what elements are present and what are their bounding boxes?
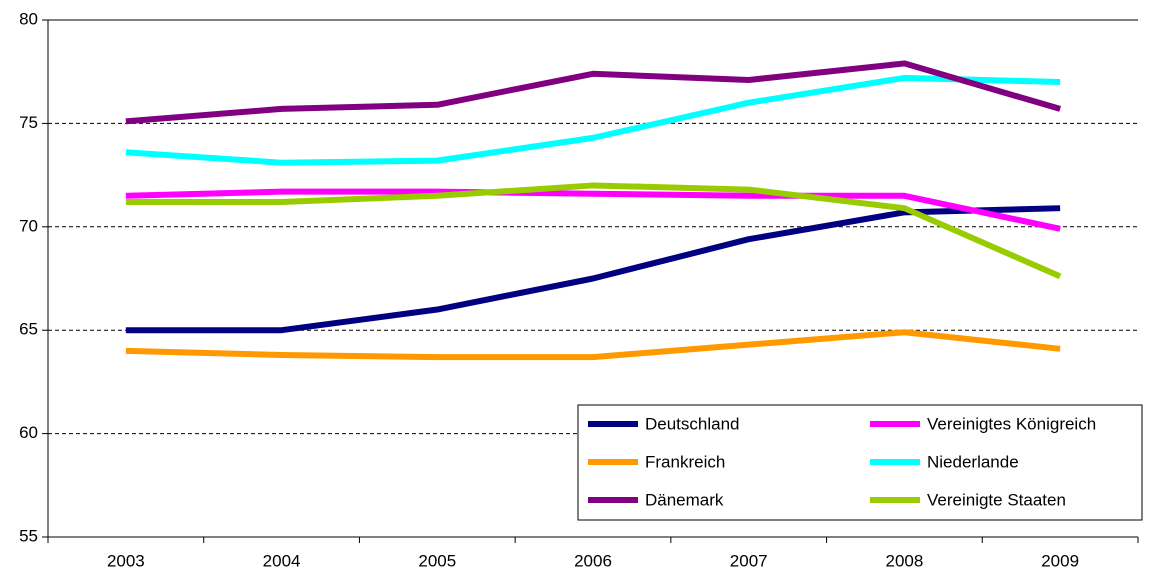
series-line <box>125 205 1061 334</box>
legend-label: Vereinigte Staaten <box>927 490 1066 509</box>
x-tick-label: 2009 <box>1041 551 1079 570</box>
legend-label: Deutschland <box>645 414 740 433</box>
legend-label: Niederlande <box>927 452 1019 471</box>
y-tick-label: 75 <box>19 113 38 132</box>
series-line <box>125 329 1061 361</box>
y-tick-label: 65 <box>19 320 38 339</box>
series-line <box>125 74 1061 166</box>
x-tick-label: 2006 <box>574 551 612 570</box>
series-line <box>125 60 1061 125</box>
x-tick-label: 2008 <box>886 551 924 570</box>
x-tick-label: 2004 <box>263 551 301 570</box>
legend-box <box>577 404 1143 521</box>
y-tick-label: 70 <box>19 216 38 235</box>
x-tick-label: 2007 <box>730 551 768 570</box>
y-tick-label: 55 <box>19 526 38 545</box>
series-line <box>125 182 1062 280</box>
legend-label: Vereinigtes Königreich <box>927 414 1096 433</box>
y-tick-label: 80 <box>19 9 38 28</box>
x-tick-label: 2005 <box>418 551 456 570</box>
x-tick-label: 2003 <box>107 551 145 570</box>
y-tick-label: 60 <box>19 423 38 442</box>
series-line <box>125 188 1061 232</box>
legend-label: Dänemark <box>645 490 724 509</box>
legend-label: Frankreich <box>645 452 725 471</box>
